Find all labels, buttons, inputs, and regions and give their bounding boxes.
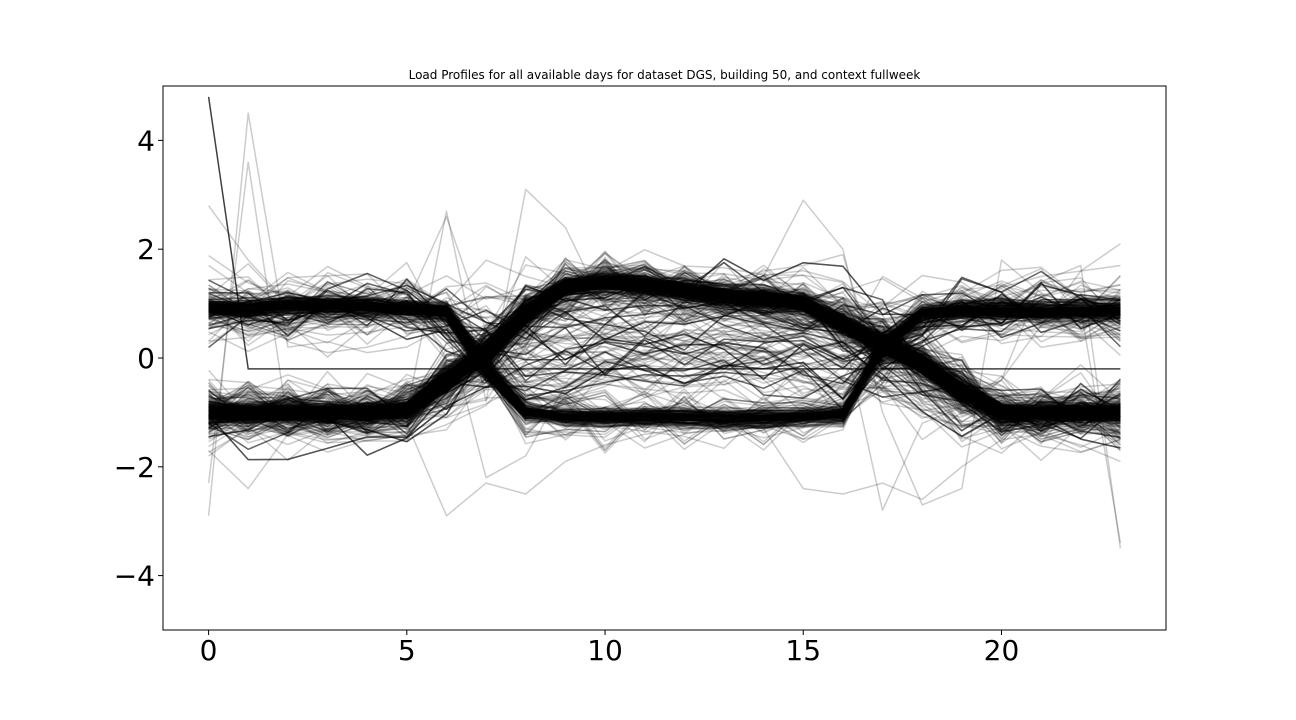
x-axis: 0 5 10 15 20 <box>200 630 1020 667</box>
y-tick-label: 4 <box>137 124 155 157</box>
y-tick-label: 2 <box>137 233 155 266</box>
x-tick-label: 5 <box>398 634 416 667</box>
x-tick-label: 0 <box>200 634 218 667</box>
profile-lines <box>209 97 1121 549</box>
y-tick-label: 0 <box>137 342 155 375</box>
chart-title: Load Profiles for all available days for… <box>409 68 921 82</box>
profile-line <box>209 97 1121 369</box>
x-tick-label: 20 <box>984 634 1020 667</box>
y-tick-label: −4 <box>114 560 155 593</box>
x-tick-label: 15 <box>785 634 821 667</box>
x-tick-label: 10 <box>587 634 623 667</box>
y-axis: 4 2 0 −2 −4 <box>114 124 163 592</box>
y-tick-label: −2 <box>114 451 155 484</box>
